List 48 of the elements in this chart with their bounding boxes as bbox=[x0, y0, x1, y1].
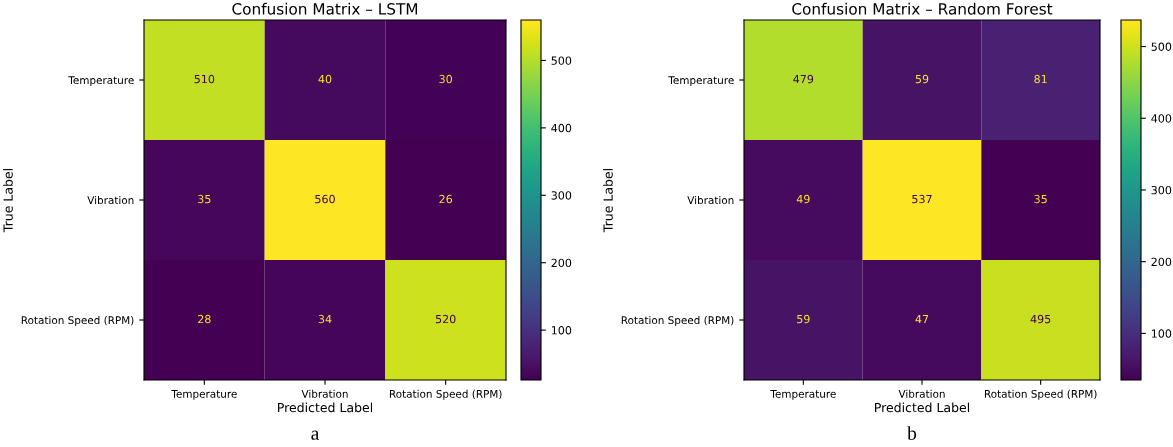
y-tick-label: Temperature bbox=[68, 76, 134, 87]
color-bar-label: 400 bbox=[551, 123, 572, 133]
color-bar-label: 300 bbox=[1151, 185, 1172, 195]
data-label: 560 bbox=[315, 194, 335, 204]
x-tick-label: Rotation Speed (RPM) bbox=[389, 389, 502, 400]
data-label: 537 bbox=[912, 194, 932, 204]
color-bar-label: 400 bbox=[1151, 114, 1172, 123]
data-label: 34 bbox=[318, 314, 332, 324]
data-label: 26 bbox=[439, 194, 453, 204]
x-axis-title: Predicted Label bbox=[875, 402, 970, 413]
x-tick-label: Vibration bbox=[301, 389, 348, 398]
color-bar-label: 200 bbox=[551, 258, 572, 268]
x-tick-label: Temperature bbox=[171, 390, 237, 400]
color-bar-label: 200 bbox=[1151, 257, 1172, 267]
y-axis-title: True Label bbox=[603, 169, 613, 233]
y-tick-label: Rotation Speed (RPM) bbox=[621, 316, 734, 327]
data-label: 49 bbox=[796, 194, 810, 204]
y-tick-label: Vibration bbox=[687, 196, 734, 205]
data-label: 40 bbox=[318, 74, 332, 84]
data-label: 47 bbox=[915, 314, 929, 324]
data-label: 81 bbox=[1034, 74, 1047, 84]
color-bar-label: 100 bbox=[1151, 329, 1172, 338]
color-bar-label: 500 bbox=[1151, 42, 1172, 51]
x-tick-label: Rotation Speed (RPM) bbox=[984, 389, 1097, 400]
x-tick-label: Temperature bbox=[770, 390, 836, 400]
x-tick-label: Vibration bbox=[898, 389, 945, 398]
text: a bbox=[311, 430, 320, 440]
color-bar-label: 500 bbox=[551, 56, 572, 65]
data-label: 28 bbox=[198, 314, 211, 324]
data-label: 510 bbox=[194, 74, 215, 84]
data-label: 59 bbox=[797, 314, 810, 324]
data-label: 35 bbox=[198, 194, 211, 204]
text: b bbox=[907, 426, 917, 440]
data-label: 495 bbox=[1030, 314, 1051, 324]
y-tick-label: Vibration bbox=[87, 196, 134, 205]
chart-title: Confusion Matrix – Random Forest bbox=[792, 2, 1053, 15]
chart-title: Confusion Matrix – LSTM bbox=[232, 2, 418, 15]
data-label: 35 bbox=[1034, 194, 1047, 204]
y-tick-label: Temperature bbox=[668, 76, 734, 87]
y-tick-label: Rotation Speed (RPM) bbox=[21, 316, 134, 327]
color-bar-label: 100 bbox=[551, 326, 572, 335]
x-axis-title: Predicted Label bbox=[278, 402, 373, 413]
color-bar-label: 300 bbox=[551, 191, 572, 200]
data-label: 59 bbox=[915, 74, 929, 84]
data-label: 30 bbox=[439, 74, 452, 84]
data-label: 520 bbox=[435, 314, 456, 324]
data-label: 479 bbox=[793, 74, 814, 84]
y-axis-title: True Label bbox=[3, 169, 13, 233]
